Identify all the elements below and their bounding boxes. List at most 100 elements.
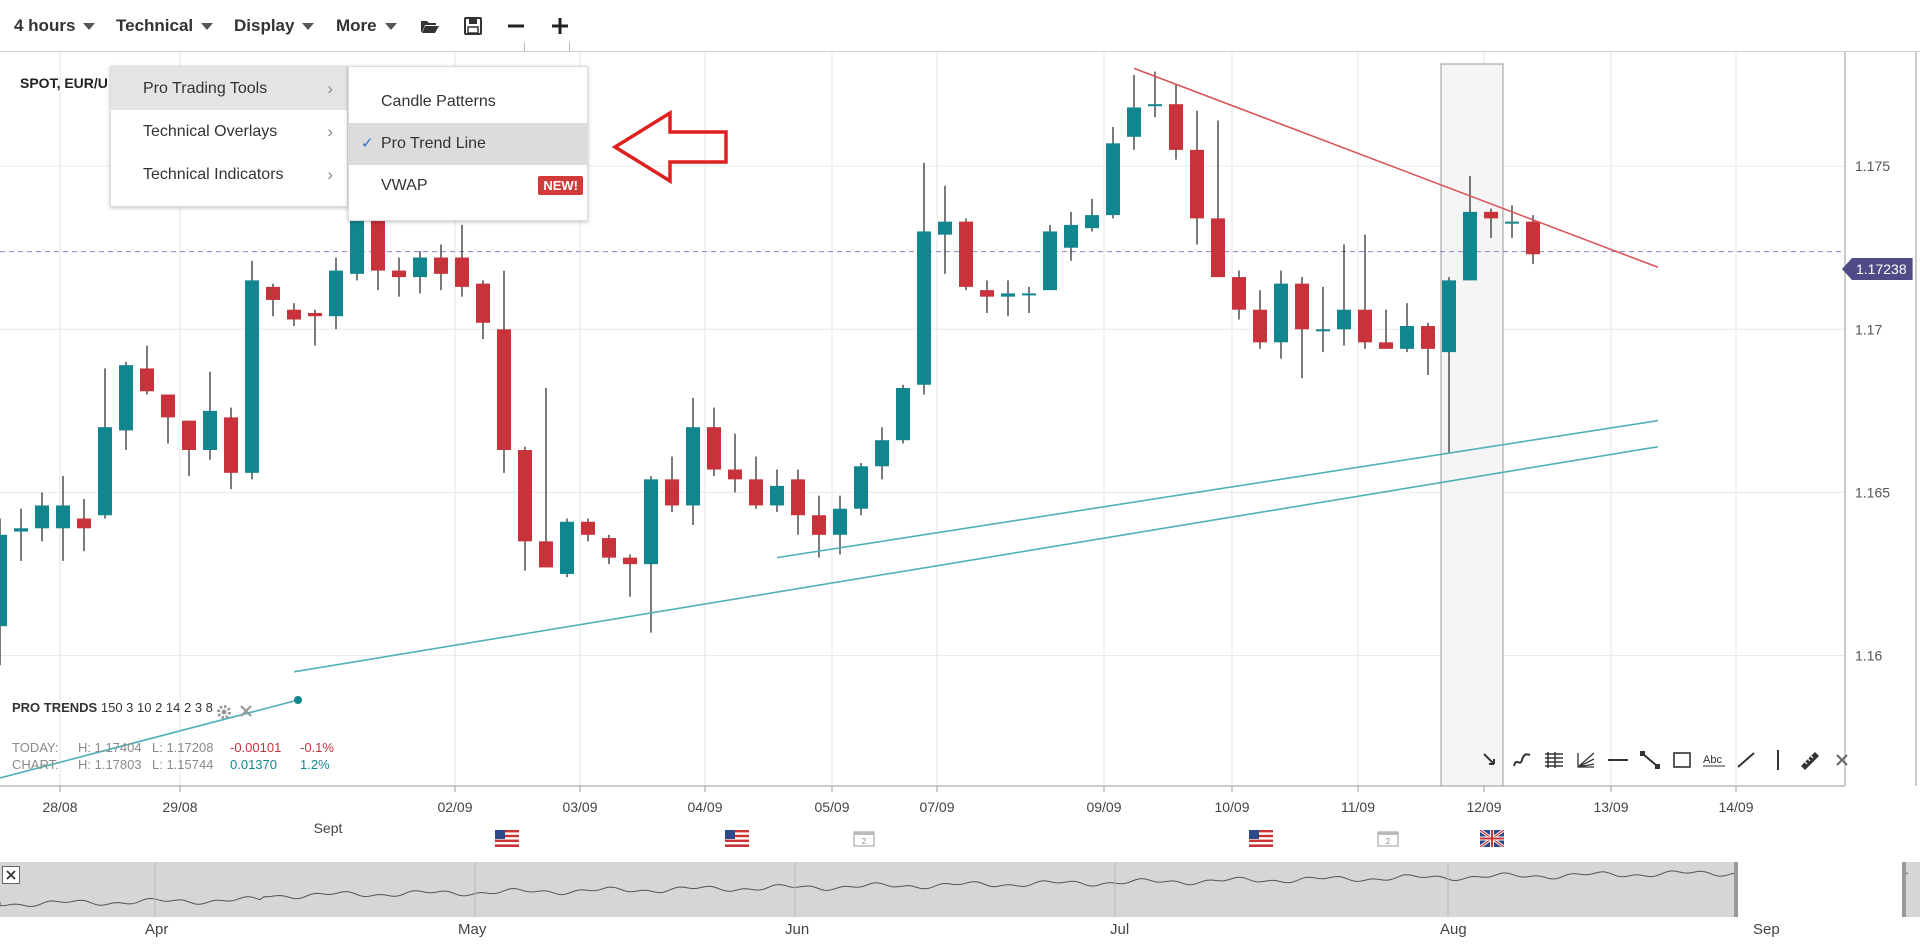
candle-up	[896, 388, 910, 441]
pro-trends-legend: PRO TRENDS 150 3 10 2 14 2 3 8	[12, 700, 213, 715]
candle-down	[161, 394, 175, 418]
chart-low: L: 1.15744	[152, 757, 214, 772]
candle-up	[35, 505, 49, 529]
candle-up	[875, 440, 889, 467]
toolbar-divider	[569, 42, 570, 52]
candle-down	[1253, 309, 1267, 343]
menu-item-pro-trading-tools[interactable]: Pro Trading Tools ›	[111, 67, 347, 110]
annotation-arrow-icon	[612, 110, 728, 184]
save-icon[interactable]	[459, 12, 487, 40]
candle-up	[1064, 224, 1078, 248]
chevron-down-icon	[83, 23, 96, 31]
x-tick-label: 29/08	[162, 799, 197, 815]
candle-up	[938, 221, 952, 235]
ruler-icon[interactable]	[1796, 746, 1824, 774]
navigator-month-label: Sep	[1753, 921, 1780, 938]
interval-label: 4 hours	[14, 16, 76, 35]
us-flag-icon[interactable]	[495, 830, 519, 847]
candle-down	[1295, 283, 1309, 330]
price-chart-area[interactable]: 1.175 1.17 1.165 1.16 28/08 29/08 02/09 03/09 04…	[0, 52, 1920, 862]
candle-down	[665, 479, 679, 506]
horizontal-line-icon[interactable]	[1604, 746, 1632, 774]
trend-line-anchor	[294, 696, 302, 704]
navigator-window[interactable]	[1734, 862, 1906, 917]
navigator-month-label: Jun	[785, 921, 810, 938]
display-menu-button[interactable]: Display	[234, 10, 315, 42]
pro-trends-title: PRO TRENDS	[12, 700, 98, 715]
zoom-in-icon[interactable]	[546, 12, 574, 40]
close-icon[interactable]	[239, 704, 253, 723]
candle-down	[455, 257, 469, 287]
trend-line-tool-icon[interactable]	[1636, 746, 1664, 774]
candle-down	[518, 449, 532, 542]
interval-dropdown[interactable]: 4 hours	[14, 10, 96, 42]
candle-up	[119, 365, 133, 431]
close-navigator-icon[interactable]	[2, 866, 20, 884]
menu-item-label: Technical Overlays	[143, 123, 278, 140]
x-tick-label: 12/09	[1466, 799, 1501, 815]
vertical-line-icon[interactable]	[1764, 746, 1792, 774]
candle-down	[623, 557, 637, 565]
y-tick-label: 1.16	[1855, 648, 1882, 664]
candle-down	[1358, 309, 1372, 343]
submenu-item-pro-trend-line[interactable]: ✓ Pro Trend Line	[349, 123, 587, 165]
fan-lines-icon[interactable]	[1572, 746, 1600, 774]
menu-item-label: Technical Indicators	[143, 166, 284, 183]
fibonacci-icon[interactable]	[1540, 746, 1568, 774]
display-label: Display	[234, 16, 295, 35]
candle-up	[413, 257, 427, 278]
submenu-item-vwap[interactable]: VWAP NEW!	[349, 165, 587, 207]
x-tick-label: 03/09	[562, 799, 597, 815]
gear-icon[interactable]	[216, 704, 232, 725]
today-low: L: 1.17208	[152, 740, 214, 755]
us-flag-icon[interactable]	[725, 830, 749, 847]
freehand-icon[interactable]	[1508, 746, 1536, 774]
rectangle-icon[interactable]	[1668, 746, 1696, 774]
menu-item-label: Pro Trading Tools	[143, 80, 268, 97]
technical-menu-button[interactable]: Technical	[116, 10, 214, 42]
us-flag-icon[interactable]	[1249, 830, 1273, 847]
candlestick-chart[interactable]: 1.175 1.17 1.165 1.16 28/08 29/08 02/09 03/09 04…	[0, 52, 1920, 862]
calendar-event-icon[interactable]: 2	[852, 830, 876, 847]
chevron-right-icon: ›	[327, 122, 333, 141]
candle-down	[1211, 218, 1225, 278]
candle-down	[476, 283, 490, 323]
text-tool-icon[interactable]: Abc	[1700, 746, 1728, 774]
navigator-month-label: Apr	[145, 921, 169, 938]
zoom-out-icon[interactable]	[502, 12, 530, 40]
more-menu-button[interactable]: More	[336, 10, 397, 42]
today-high: H: 1.17404	[78, 740, 142, 755]
candle-up	[770, 485, 784, 506]
navigator-sparkline	[0, 862, 1909, 917]
candle-up	[1001, 293, 1015, 297]
candle-up	[56, 505, 70, 529]
menu-item-technical-overlays[interactable]: Technical Overlays ›	[111, 110, 347, 153]
candle-up	[1463, 211, 1477, 281]
candle-up	[1505, 221, 1519, 224]
candle-down	[749, 479, 763, 506]
candle-up	[1274, 283, 1288, 343]
new-badge: NEW!	[538, 176, 583, 195]
support-trend-line	[776, 419, 1659, 559]
ray-line-icon[interactable]	[1732, 746, 1760, 774]
chart-navigator[interactable]	[0, 862, 1920, 917]
today-change: -0.00101	[230, 740, 282, 755]
chart-label: CHART:	[12, 757, 59, 772]
uk-flag-icon[interactable]	[1480, 830, 1504, 847]
calendar-event-icon[interactable]: 2	[1376, 830, 1400, 847]
svg-text:Abc: Abc	[1703, 754, 1722, 766]
candle-up	[1043, 231, 1057, 291]
y-tick-label: 1.165	[1855, 484, 1890, 500]
menu-item-technical-indicators[interactable]: Technical Indicators ›	[111, 153, 347, 196]
close-drawing-tools-icon[interactable]	[1828, 746, 1856, 774]
submenu-item-candle-patterns[interactable]: Candle Patterns	[349, 81, 587, 123]
chart-change: 0.01370	[230, 757, 277, 772]
chevron-down-icon	[201, 23, 214, 31]
pointer-arrow-icon[interactable]	[1476, 746, 1504, 774]
folder-open-icon[interactable]	[416, 12, 444, 40]
technical-dropdown-menu: Pro Trading Tools › Technical Overlays › T…	[110, 66, 348, 207]
navigator-month-label: Jul	[1110, 921, 1130, 938]
candle-up	[1127, 107, 1141, 137]
candle-down	[392, 270, 406, 278]
technical-label: Technical	[116, 16, 194, 35]
